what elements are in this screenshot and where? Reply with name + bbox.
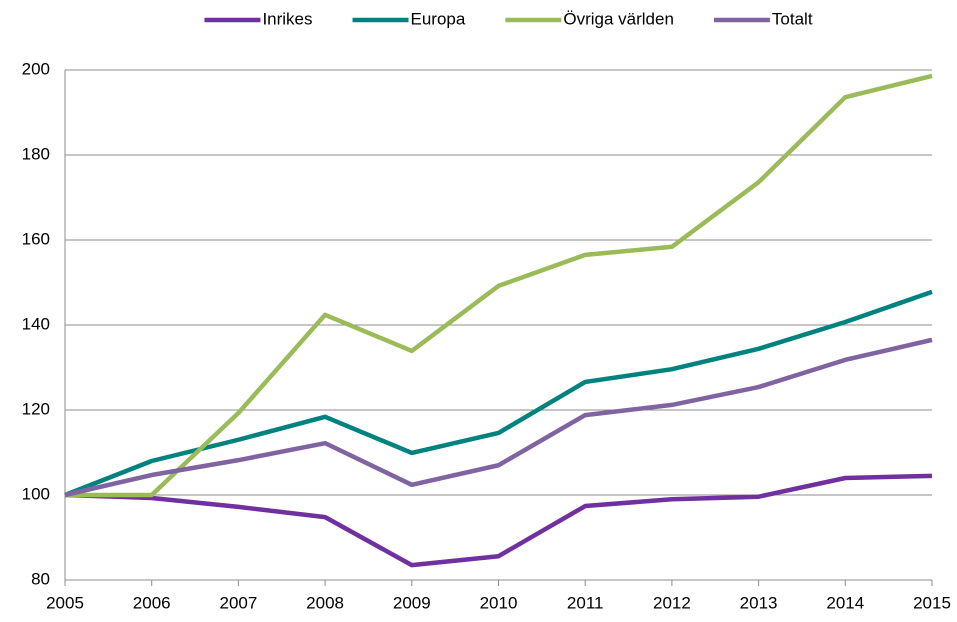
x-tick-label: 2005 bbox=[46, 593, 84, 612]
y-tick-label: 180 bbox=[22, 144, 50, 163]
x-tick-label: 2008 bbox=[306, 593, 344, 612]
x-tick-label: 2009 bbox=[393, 593, 431, 612]
legend-label: Inrikes bbox=[262, 9, 312, 28]
y-tick-label: 120 bbox=[22, 399, 50, 418]
legend-label: Övriga världen bbox=[563, 9, 674, 28]
legend-label: Europa bbox=[411, 9, 466, 28]
y-tick-label: 140 bbox=[22, 314, 50, 333]
x-tick-label: 2013 bbox=[740, 593, 778, 612]
y-tick-label: 160 bbox=[22, 229, 50, 248]
x-tick-label: 2015 bbox=[913, 593, 951, 612]
legend-label: Totalt bbox=[772, 9, 813, 28]
series-line bbox=[64, 289, 933, 498]
series-line bbox=[65, 73, 933, 498]
x-tick-label: 2011 bbox=[567, 593, 604, 612]
x-tick-label: 2010 bbox=[480, 593, 518, 612]
x-tick-label: 2014 bbox=[826, 593, 864, 612]
x-tick-label: 2007 bbox=[219, 593, 257, 612]
series-line bbox=[64, 337, 933, 498]
x-tick-label: 2012 bbox=[653, 593, 691, 612]
y-tick-label: 100 bbox=[22, 484, 50, 503]
y-tick-label: 80 bbox=[31, 569, 50, 588]
series-line bbox=[64, 473, 933, 568]
x-tick-label: 2006 bbox=[133, 593, 171, 612]
y-tick-label: 200 bbox=[22, 59, 50, 78]
